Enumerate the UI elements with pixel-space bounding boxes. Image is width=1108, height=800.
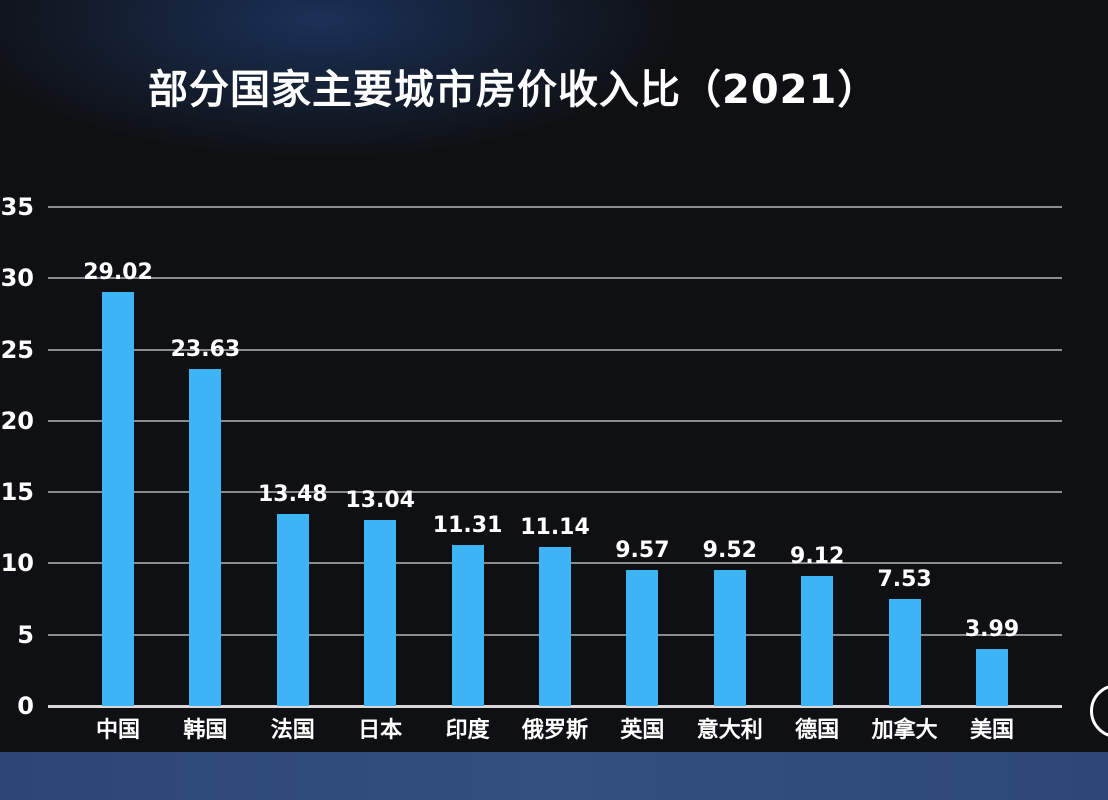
bar-value-label: 9.52: [702, 538, 757, 564]
gridline: [48, 705, 1062, 708]
x-category-label: 印度: [445, 718, 490, 743]
bar[interactable]: [276, 513, 309, 706]
y-tick-label: 20: [0, 406, 34, 435]
bar-value-label: 11.31: [432, 512, 503, 538]
bar[interactable]: [626, 569, 659, 706]
x-category-label: 意大利: [696, 718, 763, 743]
bar-value-label: 3.99: [964, 617, 1020, 643]
bar-value-label: 13.04: [345, 488, 415, 514]
bar-value-label: 11.14: [520, 515, 590, 541]
y-tick-label: 25: [0, 335, 34, 364]
chart-plot-area: 0 5 10 15 20 25 30 35 29.02 中国 23.63 韩国 13.48 法国 13.04…: [0, 193, 1062, 743]
bar[interactable]: [888, 598, 921, 706]
y-tick-label: 15: [0, 478, 34, 507]
x-category-label: 中国: [95, 718, 140, 743]
bar-value-label: 7.53: [877, 566, 932, 592]
bar[interactable]: [102, 292, 134, 706]
chart-title: 部分国家主要城市房价收入比（2021）: [148, 67, 879, 113]
bar[interactable]: [189, 369, 222, 706]
bar[interactable]: [976, 649, 1008, 706]
x-category-label: 美国: [969, 718, 1014, 743]
footer-band: [0, 752, 1108, 800]
bar-value-label: 9.12: [790, 543, 845, 569]
gridline: [48, 419, 1062, 422]
bar[interactable]: [451, 544, 484, 706]
gridline: [48, 206, 1062, 208]
bar[interactable]: [713, 570, 746, 706]
y-tick-label: 0: [17, 692, 34, 720]
x-category-label: 日本: [358, 718, 403, 743]
gridline: [48, 491, 1062, 494]
y-tick-label: 5: [17, 620, 34, 649]
bar-value-label: 13.48: [258, 481, 328, 507]
y-tick-label: 30: [0, 264, 34, 293]
bar-value-label: 23.63: [170, 337, 241, 363]
x-category-label: 德国: [795, 718, 840, 743]
x-category-label: 英国: [620, 718, 665, 743]
bar[interactable]: [539, 547, 571, 706]
x-category-label: 加拿大: [871, 718, 938, 743]
gridline: [48, 348, 1062, 351]
x-category-label: 法国: [270, 718, 315, 743]
y-tick-label: 10: [0, 549, 34, 578]
y-tick-label: 35: [0, 193, 34, 221]
bar[interactable]: [364, 520, 397, 706]
bar-value-label: 29.02: [83, 260, 153, 286]
bar[interactable]: [801, 575, 834, 706]
x-category-label: 俄罗斯: [521, 718, 588, 743]
gridline: [48, 277, 1062, 280]
bar-value-label: 9.57: [615, 537, 670, 563]
x-category-label: 韩国: [183, 718, 228, 743]
